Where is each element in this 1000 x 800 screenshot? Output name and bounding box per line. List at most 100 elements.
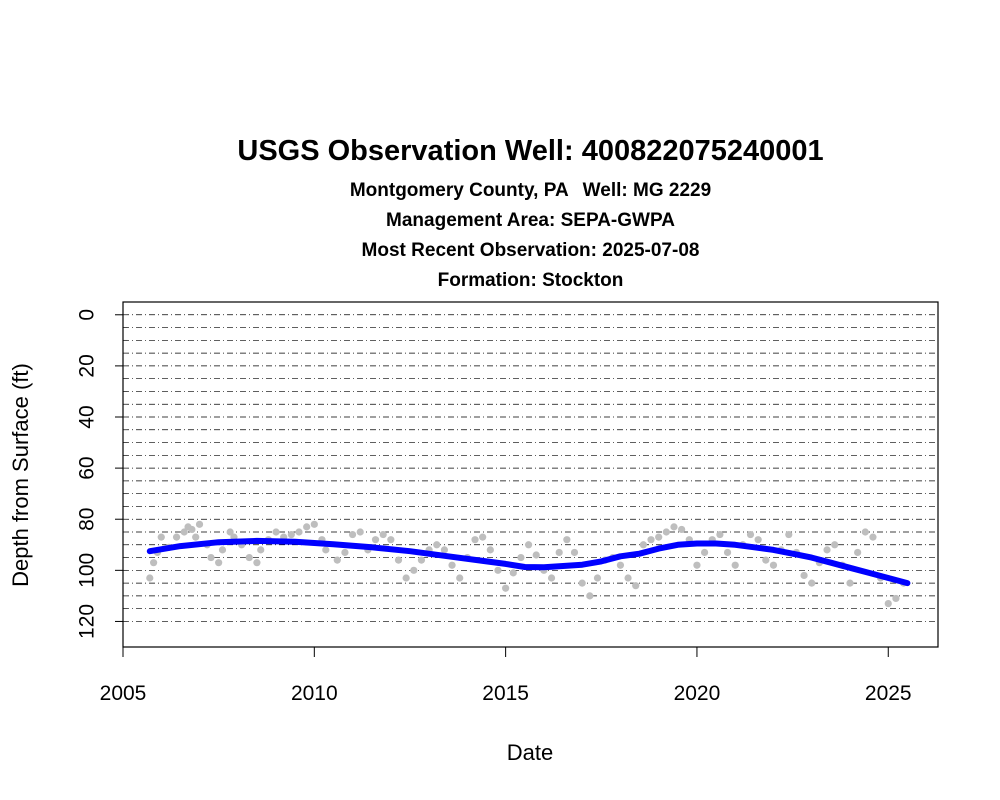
y-axis: 0 20 40 60 80 100 120 <box>76 309 124 639</box>
observation-point <box>823 546 831 554</box>
observation-points <box>146 520 908 608</box>
x-tick-label: 2015 <box>482 682 529 705</box>
county-label: Montgomery County, PA <box>349 180 569 201</box>
observation-point <box>723 548 732 557</box>
observation-point <box>563 536 571 544</box>
observation-point <box>310 520 318 528</box>
management-area-label: Management Area: SEPA-GWPA <box>386 210 675 231</box>
observation-point <box>486 546 494 554</box>
observation-point <box>639 541 647 549</box>
observation-point <box>207 553 215 562</box>
observation-point <box>570 548 579 557</box>
observation-point <box>831 541 839 549</box>
observation-point <box>157 533 165 541</box>
subtitle-county-well: Montgomery County, PA Well: MG 2229 <box>123 180 938 202</box>
observation-point <box>746 530 755 539</box>
observation-point <box>356 528 364 536</box>
observation-point <box>578 579 586 587</box>
well-label: Well: MG 2229 <box>582 180 712 201</box>
y-tick-label: 60 <box>76 456 99 479</box>
y-tick-label: 120 <box>76 604 99 639</box>
observation-point <box>433 541 441 549</box>
x-axis: 2005 2010 2015 2020 2025 <box>100 646 912 705</box>
observation-point <box>387 536 395 544</box>
observation-point <box>647 536 655 544</box>
observation-point <box>226 528 234 536</box>
observation-point <box>632 582 640 590</box>
observation-point <box>502 584 510 592</box>
observation-point <box>678 525 686 534</box>
observation-point <box>180 528 188 536</box>
observation-point <box>754 536 762 544</box>
observation-point <box>215 559 223 567</box>
observation-point <box>371 536 380 544</box>
chart-title: USGS Observation Well: 400822075240001 <box>237 135 824 167</box>
observation-point <box>769 561 778 569</box>
observation-point <box>402 574 410 582</box>
observation-point <box>440 546 449 554</box>
observation-point <box>150 559 158 567</box>
gridlines <box>123 314 938 622</box>
observation-point <box>333 556 341 564</box>
observation-point <box>532 551 540 559</box>
x-tick-label: 2005 <box>100 682 147 705</box>
observation-point <box>188 525 196 534</box>
formation-label: Formation: Stockton <box>437 270 624 291</box>
observation-point <box>494 566 502 574</box>
observation-point <box>245 553 253 562</box>
observation-point <box>762 556 770 564</box>
observation-point <box>146 574 154 582</box>
observation-point <box>731 561 739 569</box>
observation-point <box>417 556 426 564</box>
observation-point <box>524 541 533 549</box>
observation-point <box>861 528 869 536</box>
x-tick-label: 2020 <box>674 682 721 705</box>
y-tick-label: 0 <box>76 309 99 321</box>
observation-point <box>509 569 517 577</box>
observation-point <box>808 579 816 587</box>
observation-point <box>854 548 862 557</box>
observation-point <box>693 561 701 569</box>
x-tick-label: 2025 <box>865 682 912 705</box>
observation-point <box>456 574 464 582</box>
observation-point <box>593 574 602 582</box>
observation-point <box>348 530 357 539</box>
observation-point <box>547 574 556 582</box>
observation-point <box>253 559 261 567</box>
observation-point <box>295 528 303 536</box>
y-tick-label: 100 <box>76 553 99 588</box>
observation-point <box>670 523 678 531</box>
observation-point <box>272 528 280 536</box>
observation-point <box>192 533 200 541</box>
observation-point <box>322 546 330 554</box>
y-axis-label: Depth from Surface (ft) <box>8 363 33 587</box>
observation-point <box>448 561 456 569</box>
observation-point <box>785 530 793 539</box>
observation-point <box>341 548 349 557</box>
y-tick-label: 80 <box>76 508 99 531</box>
x-axis-label: Date <box>507 740 553 765</box>
observation-point <box>716 530 724 539</box>
recent-observation-label: Most Recent Observation: 2025-07-08 <box>361 240 700 261</box>
observation-point <box>218 546 227 554</box>
observation-point <box>800 571 808 580</box>
observation-point <box>379 530 387 539</box>
y-tick-label: 20 <box>76 354 99 377</box>
observation-point <box>517 553 525 562</box>
observation-point <box>555 548 563 557</box>
plot-frame <box>122 301 939 648</box>
observation-point <box>586 592 594 600</box>
observation-point <box>884 599 892 608</box>
observation-point <box>257 546 265 554</box>
y-tick-label: 40 <box>76 405 99 428</box>
observation-point <box>287 530 295 539</box>
x-tick-label: 2010 <box>291 682 338 705</box>
observation-point <box>869 533 877 541</box>
trend-line <box>146 537 911 587</box>
observation-point <box>479 533 487 541</box>
observation-point <box>892 594 900 603</box>
observation-point <box>662 528 670 536</box>
observation-point <box>410 566 418 574</box>
observation-point <box>846 579 854 587</box>
